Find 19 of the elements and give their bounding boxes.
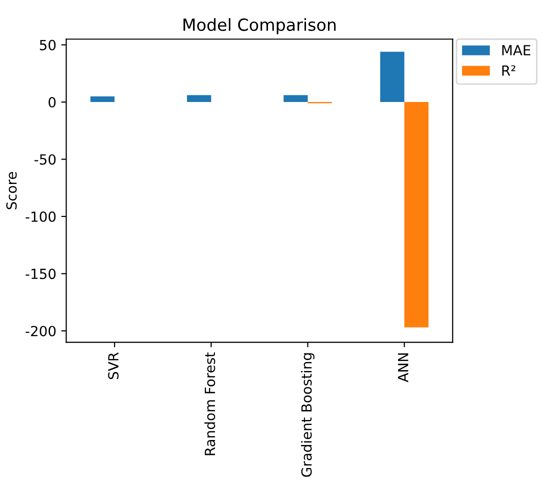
bar [186,95,212,102]
bar [404,102,428,328]
y-tick-label: 0 [48,97,56,108]
x-tick-label: SVR [108,352,119,380]
bar [380,52,404,102]
y-axis-title: Score [6,172,17,210]
x-tick-label: ANN [398,353,408,382]
legend-label: R² [502,65,516,76]
y-tick-label: 50 [40,40,56,50]
y-tick-label: -150 [26,268,56,280]
y-tick-label: -200 [26,326,56,336]
legend-label: MAE [502,45,530,56]
bar [90,96,115,102]
y-tick-label: -100 [26,211,56,222]
chart-title: Model Comparison [184,18,336,34]
y-tick-label: -50 [34,154,56,165]
x-tick-label: Random Forest [204,352,216,456]
bar [284,95,308,102]
x-tick-label: Gradient Boosting [301,353,314,477]
